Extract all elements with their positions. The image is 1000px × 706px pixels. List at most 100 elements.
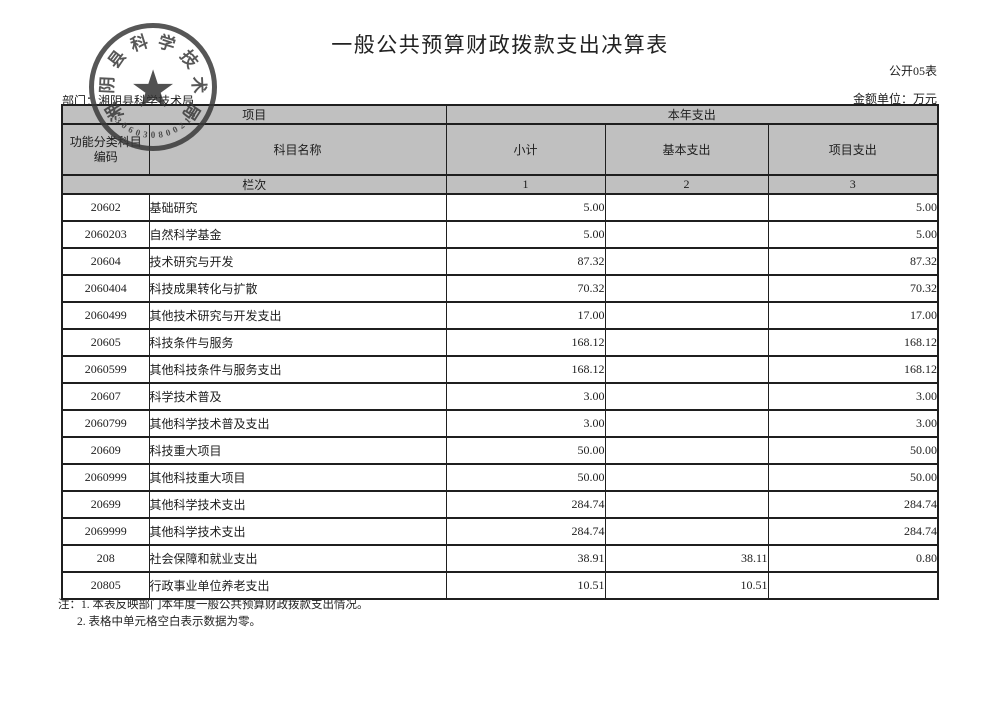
code-cell: 2060203 [61,220,150,249]
code-cell: 20602 [61,193,150,222]
table-row: 2060404 科技成果转化与扩散 70.32 70.32 [61,274,939,303]
code-cell: 2060999 [61,463,150,492]
header-project-group: 项目 [61,104,447,125]
basic-cell [604,382,769,411]
table-row: 2060499 其他技术研究与开发支出 17.00 17.00 [61,301,939,330]
subtotal-cell: 70.32 [445,274,606,303]
code-cell: 2060799 [61,409,150,438]
header-basic-column: 基本支出 [604,123,769,176]
code-cell: 208 [61,544,150,573]
name-cell: 自然科学基金 [148,220,447,249]
subtotal-cell: 168.12 [445,328,606,357]
subtotal-cell: 50.00 [445,463,606,492]
page-title: 一般公共预算财政拨款支出决算表 [331,33,669,57]
header-code-line1: 功能分类科目 [69,134,142,149]
code-cell: 20607 [61,382,150,411]
subtotal-cell: 3.00 [445,409,606,438]
table-row: 2060799 其他科学技术普及支出 3.00 3.00 [61,409,939,438]
code-cell: 20699 [61,490,150,519]
index-1-cell: 1 [445,174,606,195]
basic-cell: 10.51 [604,571,769,600]
name-cell: 其他科技重大项目 [148,463,447,492]
code-cell: 20609 [61,436,150,465]
table-row: 20609 科技重大项目 50.00 50.00 [61,436,939,465]
project-cell: 5.00 [767,220,939,249]
project-cell: 0.80 [767,544,939,573]
index-label-cell: 栏次 [61,174,447,195]
header-columns-row: 功能分类科目 编码 科目名称 小计 基本支出 项目支出 [61,123,939,176]
table-row: 20602 基础研究 5.00 5.00 [61,193,939,222]
name-cell: 基础研究 [148,193,447,222]
name-cell: 其他技术研究与开发支出 [148,301,447,330]
header-group-row: 项目 本年支出 [61,104,939,125]
column-index-row: 栏次 1 2 3 [61,174,939,195]
code-cell: 20605 [61,328,150,357]
project-cell: 168.12 [767,355,939,384]
subtotal-cell: 284.74 [445,490,606,519]
basic-cell [604,517,769,546]
header-subtotal-column: 小计 [445,123,606,176]
index-3-cell: 3 [767,174,939,195]
project-cell: 87.32 [767,247,939,276]
code-cell: 20604 [61,247,150,276]
code-cell: 20805 [61,571,150,600]
code-cell: 2069999 [61,517,150,546]
subtotal-cell: 10.51 [445,571,606,600]
name-cell: 行政事业单位养老支出 [148,571,447,600]
footnote-2: 2. 表格中单元格空白表示数据为零。 [77,616,261,628]
name-cell: 科技重大项目 [148,436,447,465]
basic-cell [604,274,769,303]
name-cell: 技术研究与开发 [148,247,447,276]
index-2-cell: 2 [604,174,769,195]
header-code-line2: 编码 [93,149,118,164]
header-year-expense-group: 本年支出 [445,104,939,125]
subtotal-cell: 168.12 [445,355,606,384]
expenditure-table: 项目 本年支出 功能分类科目 编码 科目名称 小计 基本支出 项目支出 栏次 1… [61,104,940,600]
header-code-column: 功能分类科目 编码 [61,123,150,176]
basic-cell [604,490,769,519]
subtotal-cell: 5.00 [445,220,606,249]
name-cell: 科技条件与服务 [148,328,447,357]
subtotal-cell: 3.00 [445,382,606,411]
table-row: 20605 科技条件与服务 168.12 168.12 [61,328,939,357]
basic-cell: 38.11 [604,544,769,573]
basic-cell [604,463,769,492]
name-cell: 其他科学技术支出 [148,490,447,519]
footnote-1: 注：1. 本表反映部门本年度一般公共预算财政拨款支出情况。 [58,599,369,611]
subtotal-cell: 17.00 [445,301,606,330]
name-cell: 社会保障和就业支出 [148,544,447,573]
subtotal-cell: 38.91 [445,544,606,573]
code-cell: 2060404 [61,274,150,303]
basic-cell [604,409,769,438]
table-row: 20607 科学技术普及 3.00 3.00 [61,382,939,411]
name-cell: 其他科技条件与服务支出 [148,355,447,384]
project-cell: 284.74 [767,517,939,546]
basic-cell [604,220,769,249]
subtotal-cell: 284.74 [445,517,606,546]
name-cell: 其他科学技术普及支出 [148,409,447,438]
table-row: 2069999 其他科学技术支出 284.74 284.74 [61,517,939,546]
table-row: 2060203 自然科学基金 5.00 5.00 [61,220,939,249]
table-code-label: 公开05表 [888,64,937,78]
project-cell: 50.00 [767,436,939,465]
project-cell: 3.00 [767,409,939,438]
project-cell: 168.12 [767,328,939,357]
footnotes: 注：1. 本表反映部门本年度一般公共预算财政拨款支出情况。 2. 表格中单元格空… [58,597,369,631]
basic-cell [604,301,769,330]
project-cell: 70.32 [767,274,939,303]
table-body: 20602 基础研究 5.00 5.00 2060203 自然科学基金 5.00… [61,193,939,600]
table-row: 2060599 其他科技条件与服务支出 168.12 168.12 [61,355,939,384]
subtotal-cell: 5.00 [445,193,606,222]
table-row: 208 社会保障和就业支出 38.91 38.11 0.80 [61,544,939,573]
table-row: 2060999 其他科技重大项目 50.00 50.00 [61,463,939,492]
subtotal-cell: 50.00 [445,436,606,465]
basic-cell [604,193,769,222]
basic-cell [604,355,769,384]
table-row: 20604 技术研究与开发 87.32 87.32 [61,247,939,276]
unit-label: 金额单位：万元 [852,92,937,106]
header-name-column: 科目名称 [148,123,447,176]
project-cell [767,571,939,600]
project-cell: 284.74 [767,490,939,519]
header-project-column: 项目支出 [767,123,939,176]
